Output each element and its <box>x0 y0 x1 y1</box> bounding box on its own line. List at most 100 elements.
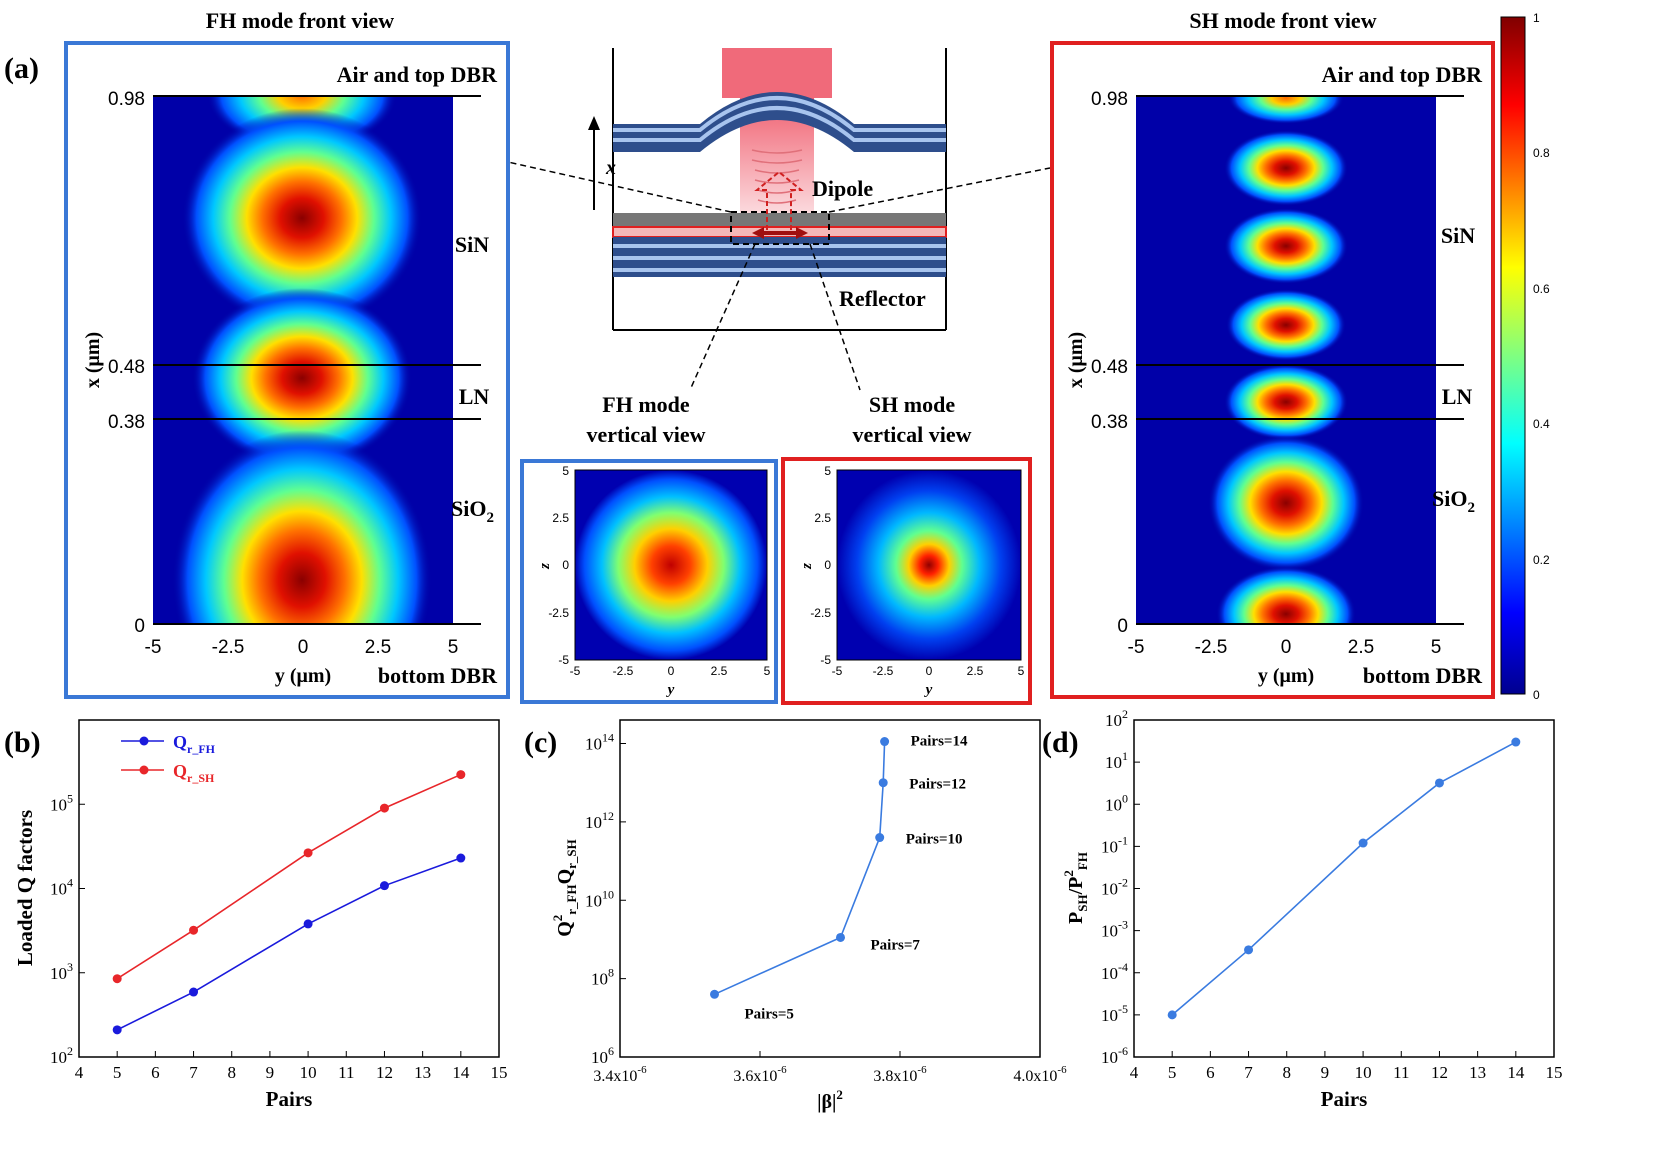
sh-field-lobe <box>1224 208 1348 284</box>
layer-label-top: Air and top DBR <box>337 62 498 87</box>
wavefronts <box>751 149 803 204</box>
x-tick-label: 15 <box>1546 1063 1563 1082</box>
x-tick-label: 14 <box>452 1063 470 1082</box>
plot-c-series: Pairs=5 Pairs=7 Pairs=10 Pairs=12 Pairs=14 <box>710 734 968 1022</box>
sh-field-lobe <box>1224 364 1348 440</box>
sh-field-lobe <box>1228 96 1344 124</box>
plot-c-ylabel: Q2r_FHQr_SH <box>550 839 579 937</box>
sh-field-lobe <box>1216 566 1356 624</box>
series-line <box>714 741 886 996</box>
sh-vertical-view: 5 2.5 0 -2.5 -5 -5 -2.5 0 2.5 5 y z <box>781 457 1032 705</box>
x-tick: -2.5 <box>613 664 634 678</box>
y-tick: 0.98 <box>108 89 145 110</box>
x-tick-label: 10 <box>300 1063 317 1082</box>
plot-d-xticks: 4 5 6 7 8 9 10 11 12 13 14 15 <box>1130 1051 1563 1082</box>
sin-layer <box>613 213 946 227</box>
y-tick-label: 105 <box>50 791 73 814</box>
x-tick-label: 5 <box>113 1063 122 1082</box>
legend-label-sh: Qr_SH <box>173 761 215 785</box>
data-point <box>456 770 466 780</box>
data-point <box>189 925 199 935</box>
colorbar-tick: 0.4 <box>1533 417 1550 431</box>
fh-vertical-axes <box>574 469 768 661</box>
x-tick-label: 12 <box>376 1063 393 1082</box>
y-tick-label: 10-6 <box>1101 1044 1128 1067</box>
x-tick-label: 15 <box>491 1063 508 1082</box>
sh-field-lobe <box>1224 130 1348 206</box>
y-tick: 2.5 <box>552 511 569 525</box>
fh-front-title: FH mode front view <box>206 8 395 33</box>
data-point <box>303 919 313 929</box>
x-tick: 0 <box>298 637 309 658</box>
y-tick-label: 10-3 <box>1101 918 1128 941</box>
schematic-x-label: x <box>605 157 616 179</box>
y-tick: 0.38 <box>108 412 145 433</box>
panel-a-label: (a) <box>4 52 39 85</box>
x-tick-label: 6 <box>151 1063 160 1082</box>
x-tick-label: 11 <box>338 1063 354 1082</box>
dipole-head <box>752 227 764 239</box>
x-tick-label: 11 <box>1393 1063 1409 1082</box>
data-point <box>1511 737 1521 747</box>
plot-b-legend: Qr_FH Qr_SH <box>121 732 216 785</box>
layer-label-sin: SiN <box>1441 223 1475 248</box>
plot-d-yticks: 10-6 10-5 10-4 10-3 10-2 10-1 100 101 102 <box>1101 707 1140 1067</box>
x-tick: -5 <box>570 664 581 678</box>
x-tick: 2.5 <box>711 664 728 678</box>
y-tick: -5 <box>558 653 569 667</box>
layer-label-sio2: SiO2 <box>1432 486 1475 516</box>
dipole-head <box>796 227 808 239</box>
x-tick-label: 14 <box>1507 1063 1525 1082</box>
data-label: Pairs=12 <box>909 777 966 793</box>
top-dbr-membrane <box>613 92 946 152</box>
sh-vertical-frame <box>781 457 1032 705</box>
x-tick-label: 13 <box>1469 1063 1486 1082</box>
x-tick: 5 <box>1018 664 1025 678</box>
colorbar: 1 0.8 0.6 0.4 0.2 0 <box>1500 11 1550 702</box>
x-tick-label: 3.8x10-6 <box>873 1064 927 1085</box>
layer-label-sio2: SiO2 <box>451 496 494 526</box>
data-point <box>112 1025 122 1035</box>
y-tick-label: 10-4 <box>1101 960 1128 983</box>
plot-c-xticks: 3.4x10-6 3.6x10-6 3.8x10-6 4.0x10-6 <box>593 1051 1067 1085</box>
data-point <box>710 989 719 999</box>
y-tick: 0 <box>134 616 145 637</box>
sh-field-lobe <box>1208 435 1364 571</box>
panel-c: (c) 3.4x10-6 3.6x10-6 3.8x10-6 4.0x10-6 106… <box>524 719 1067 1113</box>
x-axis-label: y (μm) <box>1258 665 1314 687</box>
x-tick-label: 7 <box>189 1063 198 1082</box>
x-tick-label: 12 <box>1431 1063 1448 1082</box>
colorbar-tick: 0.2 <box>1533 553 1550 567</box>
y-tick-label: 1010 <box>585 887 614 910</box>
data-point <box>379 803 389 813</box>
y-tick-label: 106 <box>591 1044 614 1067</box>
legend-label-fh: Qr_FH <box>173 732 216 756</box>
x-axis-label: y (μm) <box>275 665 331 687</box>
y-tick-label: 101 <box>1105 749 1128 772</box>
x-tick-label: 6 <box>1206 1063 1215 1082</box>
reflector-label: Reflector <box>839 286 926 311</box>
fh-vertical-ticks: 5 2.5 0 -2.5 -5 -5 -2.5 0 2.5 5 <box>548 464 770 678</box>
data-point <box>878 778 888 788</box>
plot-b-ylabel: Loaded Q factors <box>13 810 37 966</box>
layer-label-top: Air and top DBR <box>1322 62 1483 87</box>
y-tick-label: 103 <box>50 960 73 983</box>
series-line <box>1171 741 1517 1016</box>
x-tick: 0 <box>668 664 675 678</box>
plot-b-xticks: 4 5 6 7 8 9 10 11 12 13 14 15 <box>75 1051 508 1082</box>
fh-field-lobe <box>172 430 432 624</box>
y-tick: 5 <box>562 464 569 478</box>
y-tick-label: 10-1 <box>1101 833 1128 856</box>
y-tick: 0.48 <box>108 357 145 378</box>
data-point <box>836 932 845 942</box>
y-tick: 0 <box>1117 616 1128 637</box>
sh-vertical-caption: vertical view <box>852 422 971 447</box>
panel-c-label: (c) <box>524 726 557 759</box>
layer-label-bottom: bottom DBR <box>1363 663 1483 688</box>
x-tick-label: 10 <box>1355 1063 1372 1082</box>
data-label: Pairs=7 <box>871 937 921 953</box>
fh-front-view: FH mode front view Air and top DBR SiN L… <box>64 8 510 699</box>
colorbar-tick: 0.6 <box>1533 282 1550 296</box>
x-tick-label: 4 <box>75 1063 84 1082</box>
zoom-box <box>730 211 830 245</box>
